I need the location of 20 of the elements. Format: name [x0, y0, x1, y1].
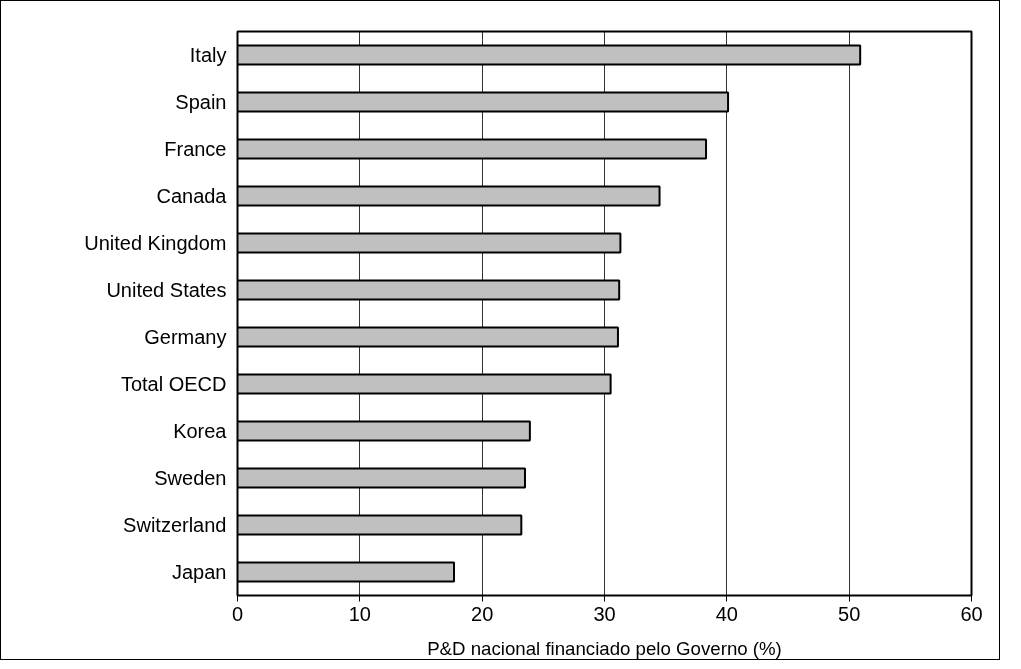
x-tick-label: 0 [231, 602, 244, 625]
y-tick-label: France [164, 138, 227, 160]
y-tick-label: Total OECD [120, 373, 227, 395]
y-tick-label: Sweden [154, 467, 227, 489]
x-tick-label: 10 [348, 602, 371, 625]
x-tick-label: 40 [715, 602, 738, 625]
x-tick-label: 30 [593, 602, 616, 625]
y-tick-label: Switzerland [123, 514, 227, 536]
y-tick-label: Italy [189, 44, 227, 66]
x-axis-title: P&D nacional financiado pelo Governo (%) [427, 637, 782, 659]
y-tick-label: Germany [144, 326, 227, 348]
y-tick-label: Japan [172, 561, 227, 583]
x-tick-label: 20 [471, 602, 494, 625]
y-tick-label: Spain [175, 91, 227, 113]
x-tick-label: 50 [838, 602, 861, 625]
y-tick-label: United States [106, 279, 227, 301]
y-tick-label: Korea [173, 420, 228, 442]
y-tick-label: Canada [156, 185, 228, 207]
y-tick-label: United Kingdom [84, 232, 227, 254]
x-tick-label: 60 [960, 602, 983, 625]
